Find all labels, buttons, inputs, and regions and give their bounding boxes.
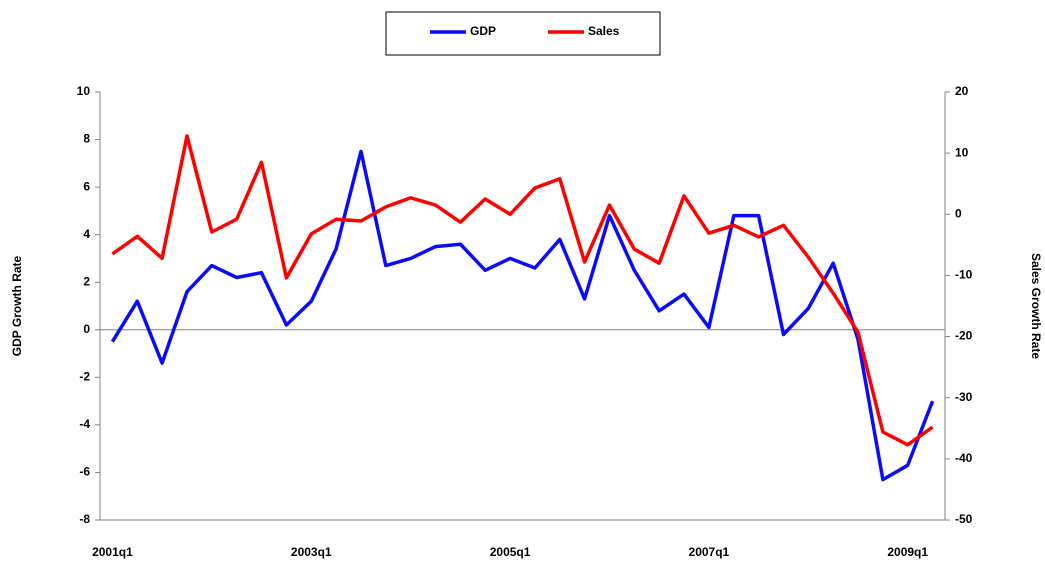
y-tick-label: -2 <box>79 370 90 384</box>
legend-label: GDP <box>470 24 496 38</box>
y-tick-label: 2 <box>83 274 90 288</box>
y-tick-label: 6 <box>83 179 90 193</box>
y2-tick-label: -40 <box>955 451 973 465</box>
y-tick-label: -4 <box>79 417 90 431</box>
y2-tick-label: -10 <box>955 268 973 282</box>
y-tick-label: 10 <box>77 84 91 98</box>
y2-tick-label: -20 <box>955 329 973 343</box>
y2-tick-label: 0 <box>955 206 962 220</box>
y-tick-label: 8 <box>83 132 90 146</box>
y-tick-label: 0 <box>83 322 90 336</box>
legend-label: Sales <box>588 24 620 38</box>
y2-tick-label: 10 <box>955 145 969 159</box>
y2-tick-label: 20 <box>955 84 969 98</box>
y-tick-label: -8 <box>79 512 90 526</box>
x-tick-label: 2005q1 <box>490 545 531 559</box>
y-axis-label: GDP Growth Rate <box>10 255 24 356</box>
series-line <box>110 149 935 482</box>
series-line <box>111 134 934 447</box>
y2-tick-label: -50 <box>955 512 973 526</box>
x-tick-label: 2009q1 <box>887 545 928 559</box>
x-tick-label: 2001q1 <box>92 545 133 559</box>
y-tick-label: -6 <box>79 465 90 479</box>
y2-tick-label: -30 <box>955 390 973 404</box>
y2-axis-label: Sales Growth Rate <box>1029 253 1043 359</box>
x-tick-label: 2007q1 <box>689 545 730 559</box>
x-tick-label: 2003q1 <box>291 545 332 559</box>
y-tick-label: 4 <box>83 227 90 241</box>
